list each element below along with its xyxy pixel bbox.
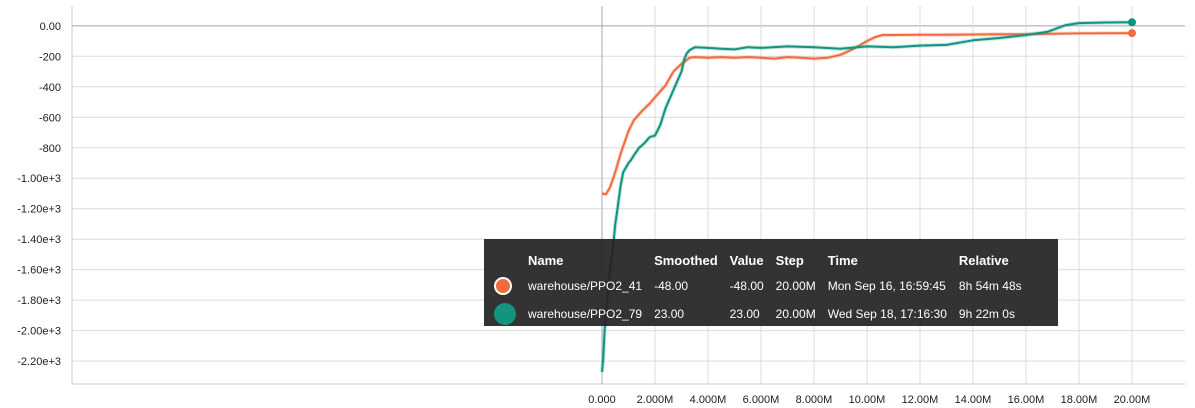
x-tick-label: 4.000M: [690, 394, 727, 406]
tooltip-time: Mon Sep 16, 16:59:45: [827, 279, 946, 293]
y-tick-label: -2.20e+3: [17, 356, 61, 368]
tooltip-time: Wed Sep 18, 17:16:30: [827, 307, 947, 321]
axes: [71, 6, 1185, 385]
tooltip-relative: 8h 54m 48s: [958, 279, 1022, 293]
y-tick-label: -1.40e+3: [17, 234, 61, 246]
y-tick-label: -1.60e+3: [17, 265, 61, 277]
series-line: [601, 21, 1133, 372]
tooltip-smoothed: 23.00: [654, 307, 685, 321]
series-endpoint-marker: [1128, 29, 1136, 38]
series-color-swatch: [494, 303, 516, 325]
tooltip-header-smoothed: Smoothed: [654, 253, 718, 268]
tooltip: Name Smoothed Value Step Time Relative w…: [484, 239, 1058, 326]
tooltip-name: warehouse/PPO2_79: [528, 307, 643, 321]
tooltip-header-step: Step: [775, 253, 804, 268]
y-tick-label: -400: [39, 82, 61, 94]
x-tick-label: 16.00M: [1008, 394, 1045, 406]
x-tick-label: 6.000M: [743, 394, 780, 406]
tooltip-value: 23.00: [729, 307, 760, 321]
x-tick-label: 8.000M: [796, 394, 833, 406]
y-tick-label: 0.00: [40, 21, 61, 33]
y-tick-label: -200: [39, 51, 61, 63]
tooltip-step: 20.00M: [775, 307, 816, 321]
tooltip-header-relative: Relative: [958, 253, 1009, 268]
x-tick-label: 18.00M: [1061, 394, 1098, 406]
tick-labels: 0.00 -200 -400 -600 -800 -1.00e+3 -1.20e+3 -1.4…: [17, 21, 1150, 406]
tooltip-value: -48.00: [729, 279, 764, 293]
tooltip-row: warehouse/PPO2_79 23.00 23.00 20.00M Wed…: [494, 299, 1034, 329]
tooltip-header-name: Name: [528, 253, 564, 268]
tooltip-table: Name Smoothed Value Step Time Relative w…: [494, 253, 1034, 329]
y-tick-label: -600: [39, 112, 61, 124]
x-tick-label: 0.000: [588, 394, 616, 406]
x-tick-label: 12.00M: [902, 394, 939, 406]
y-tick-label: -1.00e+3: [17, 173, 61, 185]
y-tick-label: -2.00e+3: [17, 326, 61, 338]
series-color-swatch: [494, 277, 512, 295]
tooltip-row: warehouse/PPO2_41 -48.00 -48.00 20.00M M…: [494, 273, 1034, 299]
series-swatch-cell: [494, 299, 528, 329]
series-lines: [600, 18, 1136, 372]
series-endpoint-marker: [1128, 18, 1136, 27]
y-tick-label: -1.20e+3: [17, 204, 61, 216]
x-tick-label: 2.000M: [637, 394, 674, 406]
y-tick-label: -1.80e+3: [17, 295, 61, 307]
tooltip-header-time: Time: [827, 253, 858, 268]
y-tick-label: -800: [39, 143, 61, 155]
series-swatch-cell: [494, 273, 528, 299]
tooltip-header-swatch: [494, 253, 528, 273]
x-tick-label: 20.00M: [1114, 394, 1151, 406]
tooltip-header-row: Name Smoothed Value Step Time Relative: [494, 253, 1034, 273]
tooltip-header-value: Value: [729, 253, 764, 268]
tooltip-smoothed: -48.00: [654, 279, 689, 293]
x-tick-label: 14.00M: [955, 394, 992, 406]
tooltip-step: 20.00M: [775, 279, 816, 293]
tooltip-name: warehouse/PPO2_41: [528, 279, 643, 293]
tooltip-relative: 9h 22m 0s: [958, 307, 1015, 321]
x-tick-label: 10.00M: [849, 394, 886, 406]
series-line: [601, 32, 1133, 196]
